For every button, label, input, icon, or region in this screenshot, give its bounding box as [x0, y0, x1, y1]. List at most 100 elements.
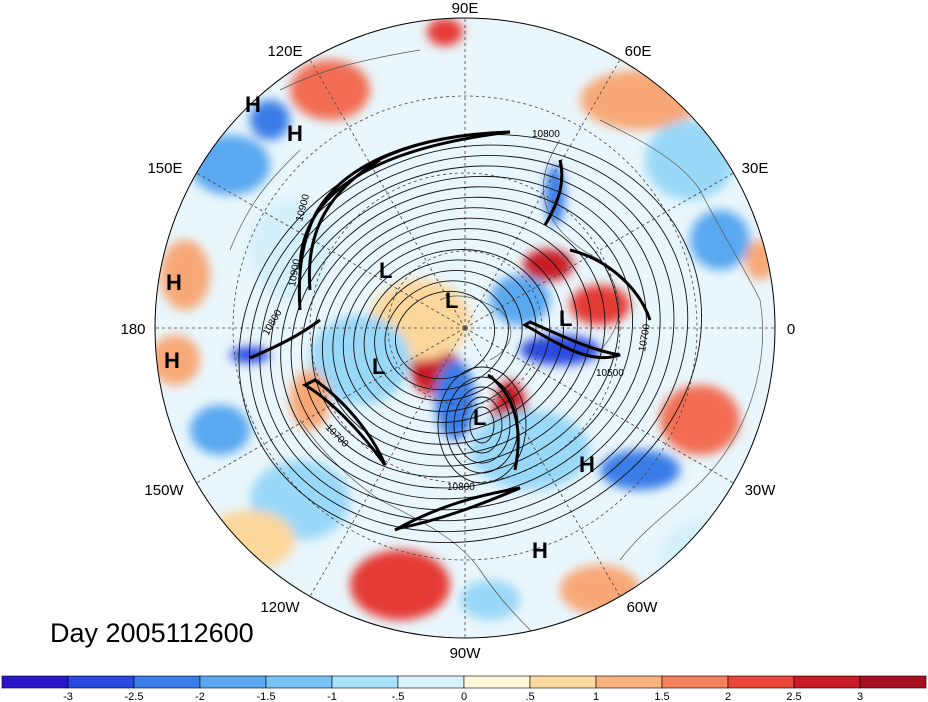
- anomaly-patch: [205, 510, 295, 570]
- colorbar-tick-label: 3: [857, 691, 863, 702]
- contour-label: 10800: [447, 482, 475, 493]
- anomaly-patch: [350, 550, 450, 620]
- lon-label-60e: 60E: [625, 43, 652, 60]
- anomaly-patch: [290, 60, 370, 120]
- meridian-line: [309, 327, 466, 597]
- height-contour: [384, 280, 509, 391]
- height-contour: [280, 175, 647, 500]
- height-contour: [453, 386, 511, 464]
- low-center-label: L: [445, 288, 458, 313]
- high-center-label: H: [245, 92, 261, 117]
- high-center-label: H: [166, 270, 182, 295]
- height-contour: [290, 186, 634, 489]
- anomaly-patch: [155, 335, 200, 385]
- high-center-label: H: [164, 348, 180, 373]
- low-center-label: L: [559, 306, 572, 331]
- anomaly-patch: [690, 210, 750, 270]
- low-center-label: L: [372, 354, 385, 379]
- high-center-label: H: [579, 452, 595, 477]
- anomaly-patch: [523, 249, 573, 281]
- contour-label: 10700: [637, 323, 653, 353]
- day-label: Day 2005112600: [50, 618, 254, 648]
- colorbar-tick-label: -2: [195, 691, 205, 702]
- colorbar-tick-label: -3: [63, 691, 73, 702]
- height-contour: [269, 165, 661, 511]
- colorbar-swatch: [859, 675, 927, 689]
- anomaly-patch: [190, 135, 270, 195]
- lon-label-180: 180: [120, 321, 145, 338]
- lon-label-120e: 120E: [267, 43, 302, 60]
- colorbar-swatch: [793, 675, 861, 689]
- colorbar: -3 -2.5 -2 -1.5 -1 -.5 0 .5 1 1.5 2 2.5 3: [1, 675, 927, 702]
- lon-label-90e: 90E: [452, 0, 479, 17]
- colorbar-tick-label: 2: [725, 691, 731, 702]
- height-contour: [311, 207, 606, 467]
- anomaly-patch: [160, 240, 210, 310]
- anomaly-patch: [190, 405, 250, 455]
- colorbar-swatch: [265, 675, 333, 689]
- height-contour: [321, 217, 592, 456]
- jet-contours: [249, 130, 652, 532]
- height-contour: [332, 228, 578, 445]
- meridian-line: [196, 172, 466, 329]
- map-boundary: [154, 17, 776, 639]
- colorbar-swatch: [727, 675, 795, 689]
- lon-label-90w: 90W: [450, 645, 482, 662]
- lon-label-0: 0: [787, 321, 795, 338]
- anomaly-patch: [660, 385, 740, 455]
- meridian-line: [464, 327, 621, 597]
- high-center-label: H: [287, 121, 303, 146]
- height-contour: [259, 155, 675, 522]
- colorbar-swatch: [1, 675, 69, 689]
- low-center-label: L: [473, 405, 486, 430]
- colorbar-swatch: [67, 675, 135, 689]
- anomaly-patch: [427, 18, 463, 46]
- colorbar-tick-label: -1: [327, 691, 337, 702]
- colorbar-tick-label: -2.5: [125, 691, 144, 702]
- colorbar-tick-label: .5: [525, 691, 534, 702]
- height-contour: [469, 406, 495, 444]
- meridian-line: [196, 327, 466, 484]
- anomaly-patch: [460, 580, 520, 620]
- anomaly-patch: [435, 360, 475, 440]
- lon-label-150e: 150E: [147, 160, 182, 177]
- meridian-line: [464, 172, 734, 329]
- height-contour: [374, 269, 523, 402]
- high-center-label: H: [532, 538, 548, 563]
- anomaly-patch: [660, 520, 740, 600]
- colorbar-tick-label: 1.5: [654, 691, 669, 702]
- colorbar-tick-label: -1.5: [257, 691, 276, 702]
- anomaly-patch: [645, 120, 735, 200]
- anomaly-patch: [250, 100, 290, 140]
- colorbar-swatch: [397, 675, 465, 689]
- anomaly-patch: [600, 450, 680, 490]
- longitude-labels: 90E 60E 30E 0 30W 60W 90W 120W 150W 180 …: [120, 0, 795, 662]
- lon-label-120w: 120W: [260, 599, 300, 616]
- colorbar-swatch: [595, 675, 663, 689]
- height-contour: [461, 396, 503, 454]
- height-contour: [363, 259, 537, 412]
- low-center-label: L: [379, 258, 392, 283]
- colorbar-tick-label: 1: [593, 691, 599, 702]
- colorbar-tick-label: 0: [461, 691, 467, 702]
- height-contour: [301, 196, 620, 478]
- height-contour: [342, 238, 565, 434]
- height-contours: [238, 134, 703, 544]
- coastlines: [229, 49, 763, 638]
- anomaly-patch: [570, 285, 630, 325]
- colorbar-swatch: [463, 675, 531, 689]
- colorbar-swatch: [661, 675, 729, 689]
- contour-label: 10900: [287, 258, 303, 288]
- colorbar-swatch: [529, 675, 597, 689]
- meridian-line: [464, 327, 734, 484]
- pressure-centers: H H H H L L L L L H H: [164, 92, 595, 563]
- colorbar-tick-label: -.5: [392, 691, 405, 702]
- lon-label-60w: 60W: [627, 599, 659, 616]
- colorbar-swatch: [133, 675, 201, 689]
- colorbar-swatch: [199, 675, 267, 689]
- colorbar-tick-label: 2.5: [786, 691, 801, 702]
- height-contour: [437, 366, 527, 484]
- anomaly-patch: [470, 410, 590, 490]
- meridian-line: [464, 59, 621, 329]
- lon-label-150w: 150W: [144, 482, 184, 499]
